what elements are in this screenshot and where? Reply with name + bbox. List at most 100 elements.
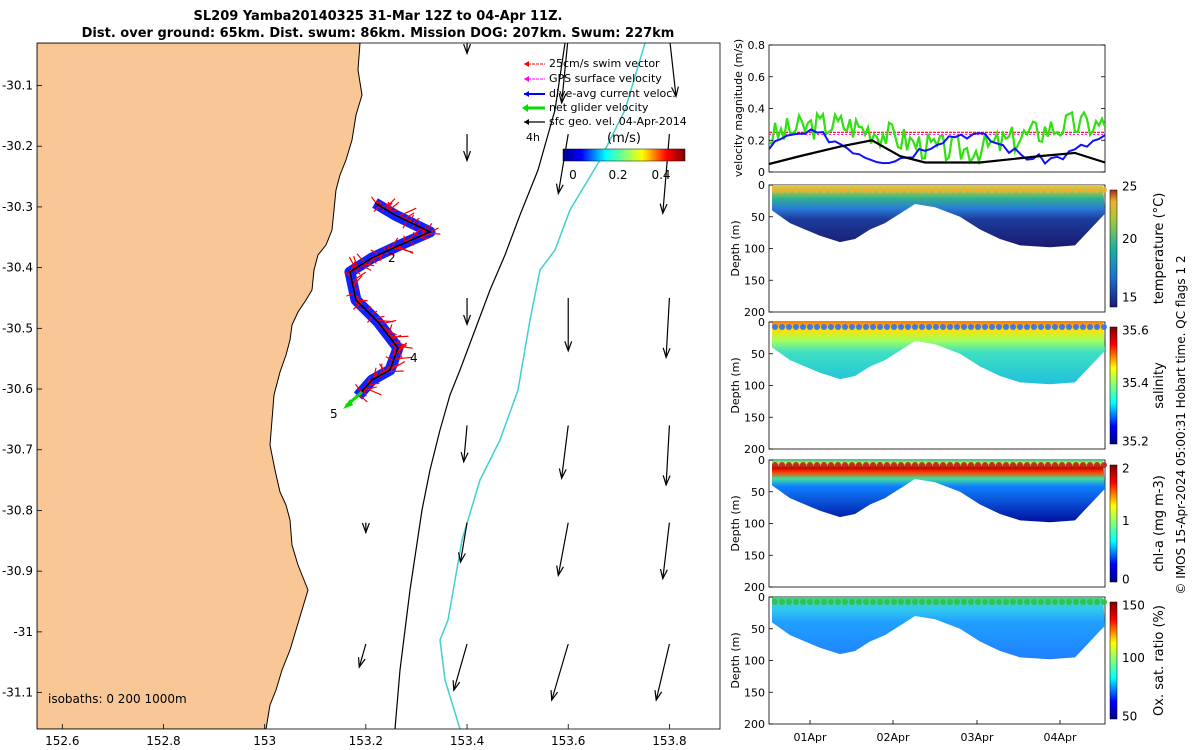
depth-tick-label: 0 [758, 591, 765, 604]
section-data-fill [772, 460, 1105, 523]
time-tick-label: 03Apr [960, 731, 994, 744]
colorbar-tick-label: 25 [1122, 179, 1137, 193]
isobath-1000m [439, 43, 646, 729]
depth-tick-label: 50 [751, 348, 765, 361]
map-x-tick-label: 153.2 [349, 734, 383, 748]
map-y-tick-label: -30.5 [2, 321, 33, 335]
geo-velocity-arrow [463, 43, 472, 56]
colorbar-tick-label: 0 [1122, 573, 1130, 587]
depth-tick-label: 200 [744, 581, 765, 594]
legend-dive-avg: dive-avg current veloc. [549, 87, 676, 100]
section-ylabel: Depth (m) [729, 357, 742, 413]
colorbar-tick-label: 50 [1122, 710, 1137, 724]
track-label: 5 [330, 407, 338, 421]
section-ylabel: Depth (m) [729, 632, 742, 688]
geo-velocity-arrow [452, 643, 468, 692]
section-colorbar [1109, 189, 1118, 308]
velocity-y-ticks: 0 0.2 0.4 0.6 0.8 [748, 39, 1105, 179]
map-y-tick-label: -30.9 [2, 564, 33, 578]
isobaths-label: isobaths: 0 200 1000m [48, 692, 187, 706]
figure-title-line2: Dist. over ground: 65km. Dist. swum: 86k… [82, 26, 675, 41]
map-x-ticks: 152.6 152.8 153 153.2 153.4 153.6 153.8 [45, 724, 687, 748]
geo-velocity-arrow [659, 134, 671, 216]
dive-avg-velocity-series [769, 128, 1105, 166]
velocity-y-tick-label: 0.8 [748, 39, 766, 52]
map-y-tick-label: -31 [13, 625, 33, 639]
geo-velocity-arrow [460, 425, 469, 464]
legend-net-glider: net glider velocity [549, 101, 649, 114]
glider-track-line [349, 202, 432, 397]
colorbar-tick-label: 20 [1122, 232, 1137, 246]
section-data-fill [772, 185, 1105, 248]
geo-velocity-arrow [555, 133, 569, 196]
map-y-tick-label: -30.1 [2, 78, 33, 92]
geo-velocity-arrow [662, 425, 671, 487]
colorbar-tick-label: 35.6 [1122, 324, 1149, 338]
section-colorbar [1109, 326, 1118, 445]
map-y-ticks: -30.1 -30.2 -30.3 -30.4 -30.5 -30.6 -30.7 -30.8… [2, 78, 42, 700]
track-label: 2 [388, 251, 396, 265]
map-x-tick-label: 153.4 [450, 734, 484, 748]
geo-velocity-arrow [550, 643, 569, 702]
section-data-fill [772, 597, 1105, 660]
scale-label-4h: 4h [526, 131, 540, 144]
geo-velocity-arrow [458, 522, 468, 564]
depth-tick-label: 200 [744, 306, 765, 319]
depth-tick-label: 100 [744, 655, 765, 668]
velocity-series [769, 110, 1105, 166]
velocity-y-tick-label: 0.6 [748, 71, 766, 84]
section-colorbar [1109, 601, 1118, 720]
time-tick-label: 04Apr [1043, 731, 1077, 744]
map-x-tick-label: 152.6 [45, 734, 79, 748]
time-axis: 01Apr 02Apr 03Apr 04Apr [793, 720, 1077, 744]
depth-tick-label: 100 [744, 243, 765, 256]
depth-tick-label: 100 [744, 380, 765, 393]
glider-track: 2 4 5 [330, 196, 441, 421]
colorbar-tick-1: 0.2 [608, 168, 627, 182]
depth-tick-label: 100 [744, 518, 765, 531]
section-panel-2: 0 50 100 150 200 Depth (m) 0 1 2 chl-a (mg m-3) [729, 454, 1167, 594]
geo-velocity-arrow [361, 522, 370, 535]
time-tick-label: 02Apr [876, 731, 910, 744]
colorbar-tick-label: 35.2 [1122, 435, 1149, 449]
geo-velocity-arrow [564, 297, 573, 353]
geo-velocity-arrow [669, 43, 679, 99]
map-y-tick-label: -30.6 [2, 382, 33, 396]
map-y-tick-label: -30.2 [2, 139, 33, 153]
map-legend: 25cm/s swim vector GPS surface velocity … [522, 57, 687, 144]
depth-tick-label: 200 [744, 718, 765, 731]
velocity-y-tick-label: 0.4 [748, 103, 766, 116]
map-colorbar: (m/s) 0 0.2 0.4 [562, 131, 686, 182]
map-x-tick-label: 153.8 [652, 734, 686, 748]
colorbar-tick-label: 15 [1122, 291, 1137, 305]
section-ylabel: Depth (m) [729, 495, 742, 551]
legend-sfc-geo: sfc geo. vel. 04-Apr-2014 [549, 115, 687, 128]
figure-title-line1: SL209 Yamba20140325 31-Mar 12Z to 04-Apr… [194, 9, 563, 24]
legend-gps-velocity: GPS surface velocity [549, 72, 662, 85]
depth-tick-label: 150 [744, 549, 765, 562]
land-mass [37, 43, 363, 729]
colorbar-tick-label: 2 [1122, 462, 1130, 476]
depth-tick-label: 50 [751, 486, 765, 499]
colorbar-tick-0: 0 [569, 168, 577, 182]
geostrophic-vectors [357, 43, 679, 702]
legend-swim-vector: 25cm/s swim vector [549, 57, 660, 70]
depth-tick-label: 0 [758, 454, 765, 467]
depth-tick-label: 0 [758, 179, 765, 192]
geo-velocity-arrow [659, 522, 671, 581]
credit-text: © IMOS 15-Apr-2024 05:00:31 Hobart time.… [1174, 255, 1188, 594]
time-tick-label: 01Apr [793, 731, 827, 744]
colorbar-tick-label: 150 [1122, 599, 1145, 613]
section-data-fill [772, 322, 1105, 385]
depth-tick-label: 150 [744, 411, 765, 424]
geo-velocity-arrow [556, 522, 569, 578]
depth-tick-label: 200 [744, 443, 765, 456]
section-panel-3: 0 50 100 150 200 Depth (m) 50 100 150 Ox. sat. ra… [729, 591, 1167, 731]
depth-tick-label: 150 [744, 274, 765, 287]
map-x-tick-label: 152.8 [146, 734, 180, 748]
geo-velocity-arrow [463, 297, 472, 327]
depth-tick-label: 50 [751, 623, 765, 636]
map-y-tick-label: -30.3 [2, 200, 33, 214]
